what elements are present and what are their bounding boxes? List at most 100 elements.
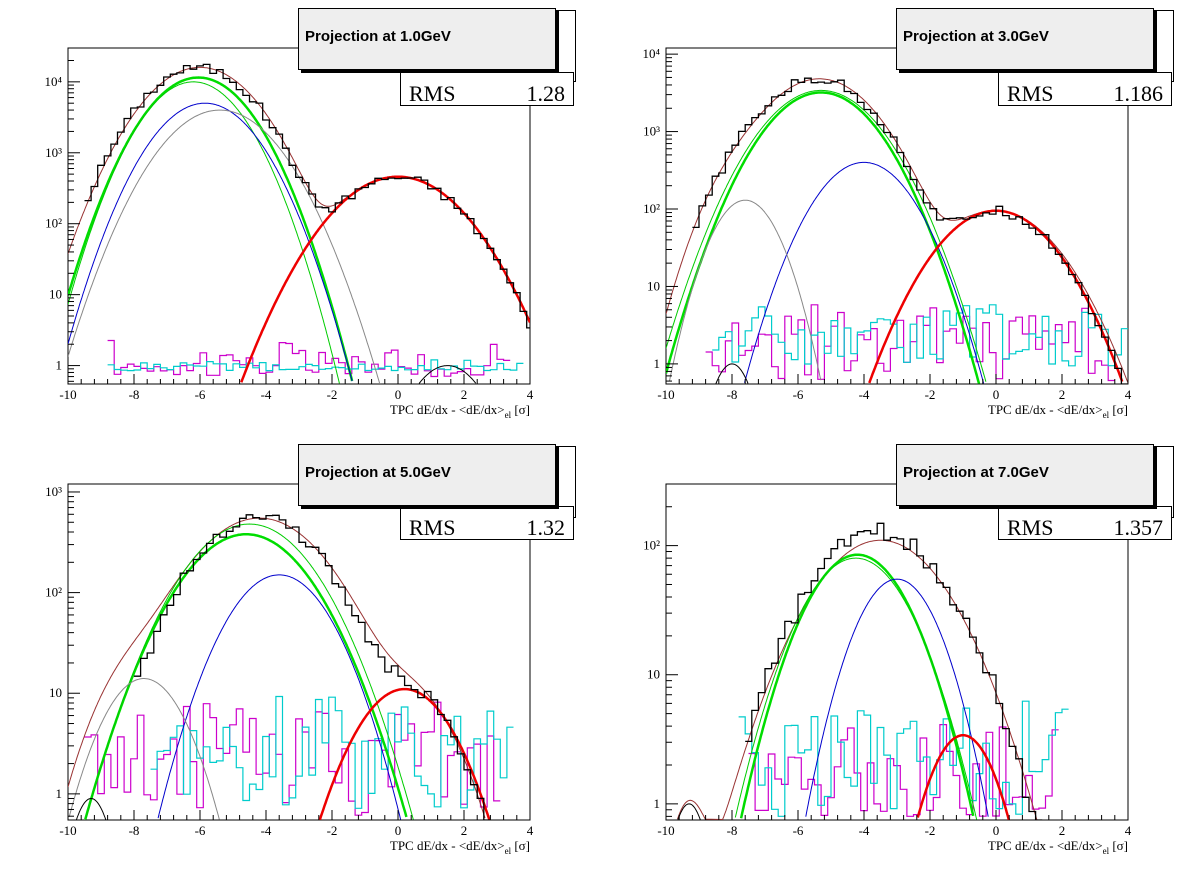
- panel-title-text: Projection at 1.0GeV: [305, 28, 451, 45]
- x-tick-label: -10: [59, 823, 76, 838]
- y-tick-label: 10³: [45, 484, 62, 499]
- rms-value: 1.357: [1113, 515, 1164, 540]
- noise-histogram-cyan: [150, 695, 514, 809]
- y-tick-label: 10: [647, 278, 660, 293]
- x-axis-label-main: TPC dE/dx - <dE/dx>: [988, 402, 1103, 417]
- data-histogram: [692, 77, 1128, 384]
- plot-area: [677, 522, 1069, 820]
- fit-curve-red: [318, 687, 491, 820]
- panel-title: Projection at 1.0GeV: [298, 8, 556, 70]
- rms-box: RMS 1.32: [400, 506, 574, 540]
- fit-curve-black_thin: [75, 797, 107, 820]
- fit-curve-green_thick: [666, 91, 981, 384]
- fit-curve-black_thin: [677, 803, 701, 820]
- x-tick-label: 4: [527, 387, 534, 402]
- rms-label: RMS: [1007, 515, 1054, 540]
- fit-curve-red: [916, 733, 1011, 820]
- x-axis-label-sub: el: [1103, 410, 1110, 420]
- x-axis-label: TPC dE/dx - <dE/dx>el [σ]: [390, 402, 530, 420]
- fit-curve-black_thin: [715, 363, 749, 384]
- y-tick-label: 10: [49, 287, 62, 302]
- y-tick-label: 10³: [643, 124, 660, 139]
- x-axis-label: TPC dE/dx - <dE/dx>el [σ]: [390, 838, 530, 856]
- panel-3gev: -10 -8 -6 -4 -2 0 2 4 1 10 10² 10³ 10⁴ TPC dE/dx - <d…: [598, 0, 1196, 436]
- chart-3gev: -10 -8 -6 -4 -2 0 2 4 1 10 10² 10³ 10⁴ TPC dE/dx - <d…: [642, 46, 1132, 420]
- x-tick-label: -4: [859, 387, 870, 402]
- x-tick-label: -4: [261, 823, 272, 838]
- panel-title: Projection at 7.0GeV: [896, 444, 1154, 506]
- fit-curve-green_thin: [666, 89, 987, 382]
- y-tick-label: 1: [56, 358, 63, 373]
- x-axis-label-unit: [σ]: [1109, 402, 1128, 417]
- x-axis-label-main: TPC dE/dx - <dE/dx>: [988, 838, 1103, 853]
- fit-curve-grey: [669, 199, 822, 381]
- fit-curve-grey: [68, 109, 381, 384]
- rms-value: 1.186: [1113, 81, 1164, 106]
- x-tick-label: -6: [195, 387, 206, 402]
- x-tick-label: 0: [993, 387, 1000, 402]
- rms-label: RMS: [409, 81, 456, 106]
- x-tick-label: 4: [1125, 823, 1132, 838]
- plot-area: [68, 63, 530, 384]
- noise-histogram-magenta: [84, 701, 501, 816]
- y-tick-label: 10⁴: [44, 74, 62, 89]
- x-tick-label: -6: [793, 387, 804, 402]
- fit-curve-grey: [68, 678, 220, 820]
- fit-curve-green_thick: [84, 533, 408, 820]
- data-histogram: [84, 63, 530, 329]
- plot-area: [666, 77, 1128, 384]
- y-tick-label: 1: [654, 796, 661, 811]
- data-histogram: [134, 514, 491, 820]
- noise-histogram-magenta: [107, 339, 511, 378]
- x-axis-label-sub: el: [505, 846, 512, 856]
- fit-curve-green_thin: [68, 81, 340, 384]
- x-tick-label: 4: [527, 823, 534, 838]
- x-axis-label: TPC dE/dx - <dE/dx>el [σ]: [988, 838, 1128, 856]
- panel-7gev: -10 -8 -6 -4 -2 0 2 4 1 10 10² TPC dE/dx - <dE/dx>e…: [598, 436, 1196, 872]
- fit-curve-blue: [805, 578, 989, 817]
- y-tick-label: 10²: [643, 538, 660, 553]
- y-tick-label: 1: [654, 356, 661, 371]
- panel-title: Projection at 5.0GeV: [298, 444, 556, 506]
- x-tick-label: 2: [1059, 387, 1066, 402]
- x-tick-label: -4: [859, 823, 870, 838]
- rms-box: RMS 1.28: [400, 72, 574, 106]
- panel-5gev: -10 -8 -6 -4 -2 0 2 4 1 10 10² 10³ TPC dE/dx - <dE/d…: [0, 436, 598, 872]
- x-axis-label-main: TPC dE/dx - <dE/dx>: [390, 402, 505, 417]
- rms-value: 1.28: [526, 81, 566, 106]
- x-tick-label: -4: [261, 387, 272, 402]
- y-tick-label: 10²: [643, 201, 660, 216]
- x-tick-label: -10: [657, 823, 674, 838]
- panel-title: Projection at 3.0GeV: [896, 8, 1154, 70]
- panel-title-text: Projection at 7.0GeV: [903, 464, 1049, 481]
- noise-histogram-cyan: [712, 304, 1128, 367]
- rms-value: 1.32: [526, 515, 566, 540]
- x-tick-label: 0: [395, 387, 402, 402]
- x-axis-label: TPC dE/dx - <dE/dx>el [σ]: [988, 402, 1128, 420]
- x-axis-label-unit: [σ]: [511, 838, 530, 853]
- fit-curve-black_thin: [418, 365, 477, 384]
- fit-curve-total_fit: [68, 517, 486, 819]
- fit-curve-green_thin: [85, 523, 414, 820]
- fit-curve-red: [240, 175, 530, 383]
- x-tick-label: -8: [129, 823, 140, 838]
- x-tick-label: -10: [657, 387, 674, 402]
- y-tick-label: 10²: [45, 216, 62, 231]
- x-tick-label: 0: [395, 823, 402, 838]
- x-tick-label: 4: [1125, 387, 1132, 402]
- data-histogram: [745, 522, 1043, 820]
- fit-curve-green_thick: [68, 76, 354, 382]
- x-tick-label: 2: [461, 823, 468, 838]
- x-tick-label: 2: [1059, 823, 1066, 838]
- fit-curve-green_thin: [734, 557, 978, 820]
- x-tick-label: 2: [461, 387, 468, 402]
- x-axis-label-sub: el: [1103, 846, 1110, 856]
- x-tick-label: -2: [925, 387, 936, 402]
- y-tick-label: 1: [56, 786, 63, 801]
- x-tick-label: -2: [925, 823, 936, 838]
- chart-1gev: -10 -8 -6 -4 -2 0 2 4 1 10 10² 10³ 10⁴ TPC dE/dx - <d…: [44, 47, 534, 420]
- noise-histogram-cyan: [107, 359, 524, 372]
- x-tick-label: 0: [993, 823, 1000, 838]
- rms-label: RMS: [1007, 81, 1054, 106]
- x-axis-label-unit: [σ]: [511, 402, 530, 417]
